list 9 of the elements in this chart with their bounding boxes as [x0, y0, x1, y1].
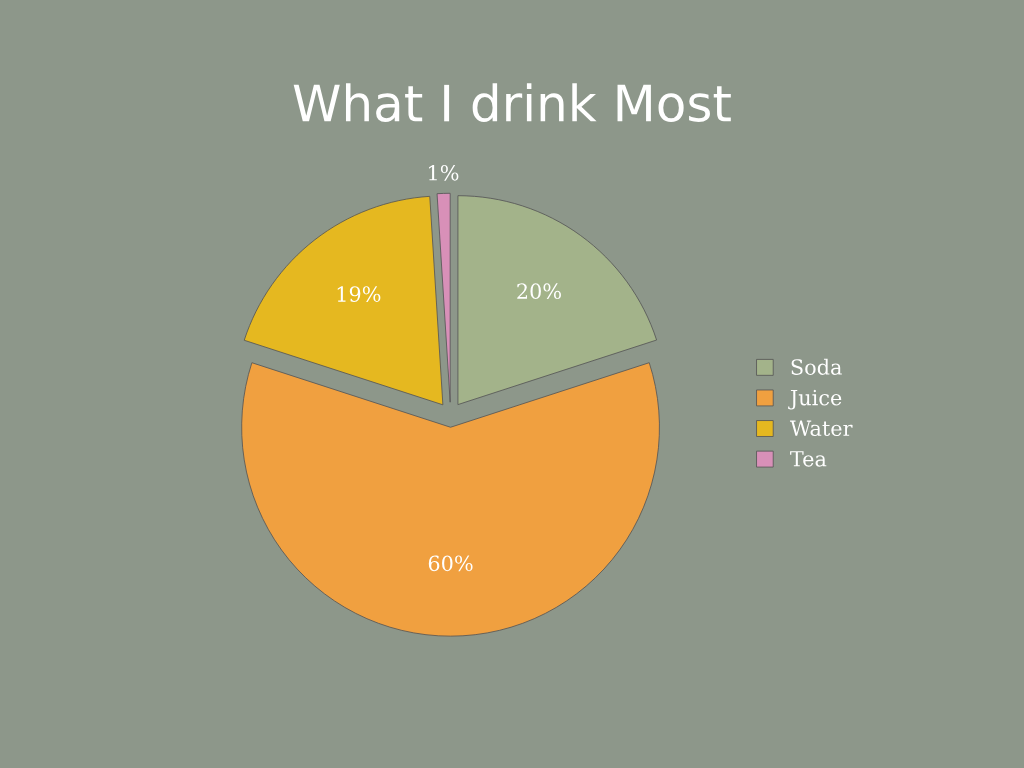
chart-title: What I drink Most — [293, 83, 731, 123]
legend-label: Tea — [790, 451, 827, 467]
legend-label: Juice — [788, 389, 842, 410]
legend-label: Water — [789, 420, 853, 437]
data-label: 19% — [337, 286, 381, 302]
data-label: 20% — [517, 283, 561, 300]
data-label: 1% — [429, 164, 459, 181]
legend-label: Soda — [791, 358, 842, 375]
data-label: 60% — [428, 555, 473, 572]
